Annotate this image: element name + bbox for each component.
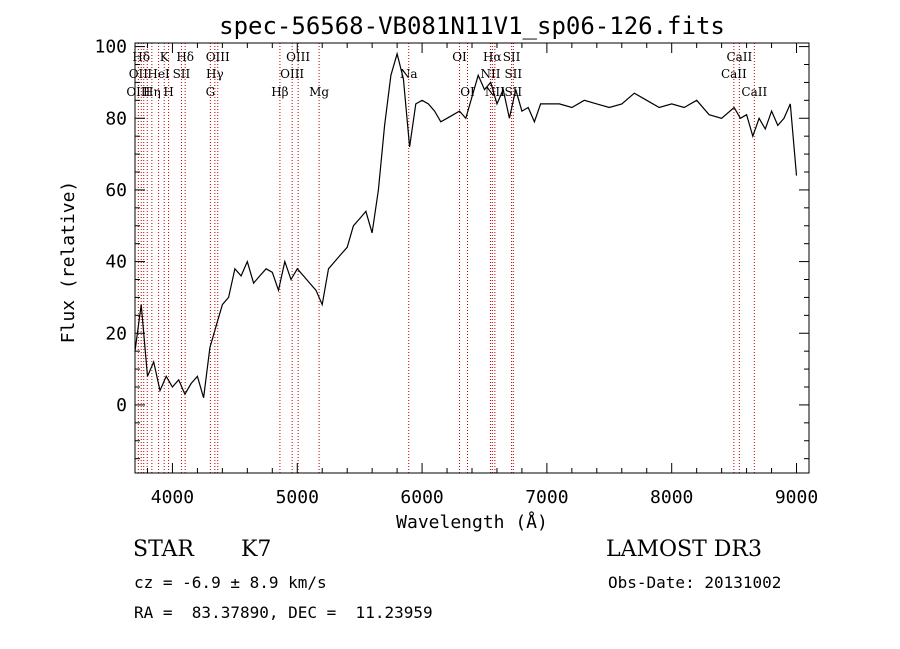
line-markers bbox=[137, 43, 755, 473]
marker-label: OI bbox=[452, 50, 467, 64]
object-class: STAR bbox=[133, 537, 194, 562]
x-tick-label: 9000 bbox=[775, 487, 818, 508]
survey-name: LAMOST DR3 bbox=[606, 537, 762, 562]
x-tick-label: 5000 bbox=[276, 487, 319, 508]
marker-label: Hγ bbox=[206, 67, 224, 81]
coordinates: RA = 83.37890, DEC = 11.23959 bbox=[134, 603, 433, 622]
marker-label: SII bbox=[504, 67, 522, 81]
marker-label: OI bbox=[460, 85, 475, 99]
y-tick-label: 0 bbox=[116, 395, 127, 416]
y-tick-label: 40 bbox=[105, 252, 127, 273]
redshift-text: cz = -6.9 ± 8.9 km/s bbox=[134, 573, 327, 592]
marker-label: Hη bbox=[143, 85, 161, 99]
marker-label: OIII bbox=[126, 85, 150, 99]
marker-label: Hβ bbox=[271, 85, 288, 99]
x-tick-label: 7000 bbox=[525, 487, 568, 508]
marker-label: Hδ bbox=[132, 50, 150, 64]
marker-label: Hδ bbox=[176, 50, 194, 64]
y-axis-label: Flux (relative) bbox=[58, 181, 79, 344]
obs-date: Obs-Date: 20131002 bbox=[608, 573, 782, 592]
y-tick-label: 100 bbox=[94, 37, 127, 58]
marker-label: SII bbox=[504, 85, 522, 99]
x-axis-label: Wavelength (Å) bbox=[396, 511, 548, 533]
spectrum-line bbox=[134, 51, 798, 398]
x-tick-label: 8000 bbox=[650, 487, 693, 508]
marker-label: K bbox=[160, 50, 170, 64]
marker-label: Na bbox=[400, 67, 418, 81]
marker-label: H bbox=[163, 85, 173, 99]
spectrum-series bbox=[134, 51, 798, 398]
marker-label: OIII bbox=[280, 67, 304, 81]
marker-label: CaII bbox=[726, 50, 752, 64]
marker-label: HeI bbox=[147, 67, 170, 81]
marker-label: CaII bbox=[721, 67, 747, 81]
y-tick-label: 20 bbox=[105, 323, 127, 344]
x-tick-label: 6000 bbox=[400, 487, 443, 508]
x-tick-label: 4000 bbox=[151, 487, 194, 508]
y-axis: 0 20 40 60 80 100 bbox=[94, 37, 809, 460]
y-tick-label: 80 bbox=[105, 108, 127, 129]
marker-label: SII bbox=[173, 67, 191, 81]
marker-label: NII bbox=[485, 85, 505, 99]
object-subclass: K7 bbox=[241, 537, 272, 562]
y-tick-label: 60 bbox=[105, 180, 127, 201]
marker-label: OIII bbox=[206, 50, 230, 64]
marker-label: NII bbox=[480, 67, 500, 81]
chart-title: spec-56568-VB081N11V1_sp06-126.fits bbox=[219, 12, 725, 40]
x-axis: 4000 5000 6000 7000 8000 9000 bbox=[146, 43, 818, 508]
marker-label: OIII bbox=[286, 50, 310, 64]
marker-label: CaII bbox=[741, 85, 767, 99]
marker-label: OII bbox=[129, 67, 149, 81]
marker-label: G bbox=[206, 85, 216, 99]
marker-label: SII bbox=[503, 50, 521, 64]
marker-label: Mg bbox=[309, 85, 329, 99]
marker-label: Hα bbox=[483, 50, 502, 64]
plot-frame bbox=[134, 42, 810, 474]
